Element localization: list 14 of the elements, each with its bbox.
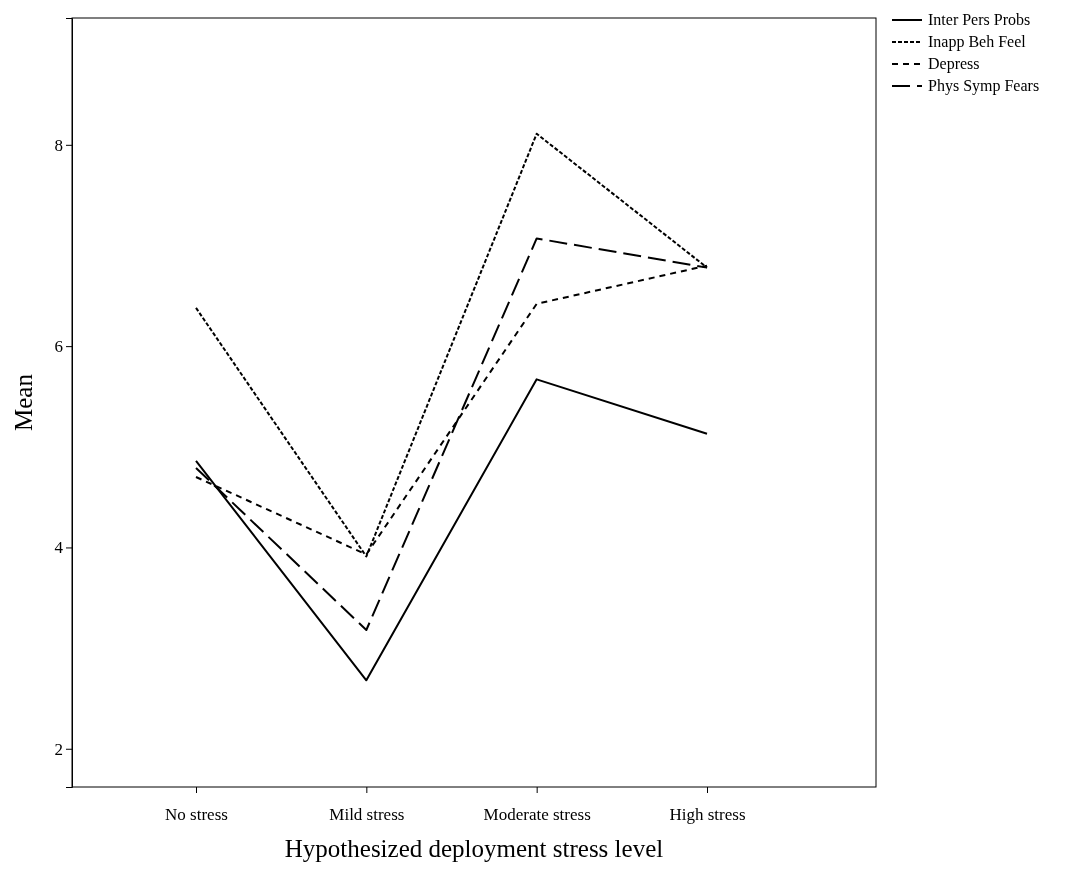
legend-label: Depress <box>928 55 980 73</box>
x-tick-label: No stress <box>165 804 228 824</box>
y-tick-label: 8 <box>54 135 63 155</box>
x-tick-label: High stress <box>669 804 746 824</box>
y-tick-label: 4 <box>54 538 64 558</box>
x-axis-title: Hypothesized deployment stress level <box>284 835 664 862</box>
legend-label: Inapp Beh Feel <box>928 33 1027 51</box>
x-tick-label: Mild stress <box>329 804 405 824</box>
legend-label: Inter Pers Probs <box>928 11 1031 28</box>
y-tick-label: 6 <box>54 337 63 357</box>
y-tick-label: 2 <box>54 739 63 759</box>
x-tick-label: Moderate stress <box>483 804 591 824</box>
y-axis-title: Mean <box>10 373 37 431</box>
legend-label: Phys Symp Fears <box>928 77 1040 95</box>
